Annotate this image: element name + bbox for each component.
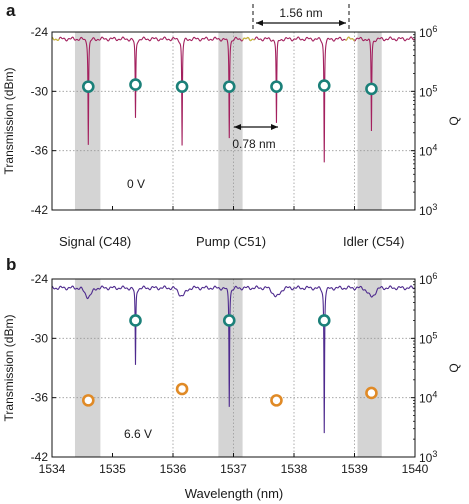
q-tick-label: 105 — [419, 330, 437, 346]
y-tick-label: -24 — [31, 25, 49, 39]
panel-b-grid — [52, 279, 415, 457]
panel-a-x-axis — [51, 206, 416, 210]
q-tick-label: 106 — [419, 271, 437, 287]
x-tick-label: 1535 — [99, 462, 126, 476]
q-tick-label: 105 — [419, 83, 437, 99]
panel-a: a -24 -30 -36 -42 106 105 104 103 Transmission… — [2, 1, 461, 218]
panel-b-label: b — [6, 255, 16, 274]
panel-a-q-markers — [82, 78, 378, 96]
x-tick-label: 1540 — [402, 462, 429, 476]
q-tick-label: 106 — [419, 24, 437, 40]
y-tick-label: -24 — [31, 272, 49, 286]
y-tick-label: -30 — [31, 331, 49, 345]
q-tick-label: 104 — [419, 390, 437, 406]
y-tick-label: -42 — [31, 203, 49, 217]
q-marker — [365, 82, 378, 96]
x-tick-label: 1538 — [281, 462, 308, 476]
panel-b-q-markers — [82, 314, 378, 407]
x-tick-label: 1534 — [39, 462, 66, 476]
panel-a-voltage-label: 0 V — [127, 177, 145, 191]
fsr-single-arrowhead-left — [234, 124, 241, 130]
q-marker — [270, 80, 283, 93]
fsr-double-label: 1.56 nm — [279, 6, 322, 20]
q-marker — [222, 80, 236, 93]
fsr-double-arrowhead-right — [339, 20, 346, 26]
q-marker — [82, 80, 95, 93]
band-label-idler: Idler (C54) — [343, 234, 404, 249]
y-tick-label: -36 — [31, 391, 49, 405]
y-tick-label: -30 — [31, 84, 49, 98]
panel-a-grid — [52, 32, 415, 210]
q-marker — [129, 78, 142, 91]
panel-a-trace-segment — [345, 36, 355, 42]
panel-b-left-axis: -24 -30 -36 -42 — [31, 272, 56, 464]
q-marker — [175, 80, 189, 93]
q-marker — [270, 394, 283, 407]
q-marker — [317, 79, 331, 92]
fsr-single-arrowhead-right — [271, 124, 278, 130]
q-tick-label: 104 — [419, 143, 437, 159]
shaded-band — [357, 279, 382, 457]
x-tick-label: 1537 — [220, 462, 247, 476]
q-marker — [317, 314, 331, 327]
panel-a-right-label: Q — [447, 116, 461, 125]
x-tick-label: 1536 — [160, 462, 187, 476]
panel-b-transmission-trace — [51, 285, 416, 434]
panel-a-trace-segment — [51, 36, 60, 41]
panel-b-y-label: Transmission (dBm) — [2, 315, 16, 422]
panel-a-label: a — [6, 1, 16, 20]
band-label-signal: Signal (C48) — [59, 234, 131, 249]
panel-b-right-label: Q — [447, 363, 461, 372]
y-tick-label: -42 — [31, 450, 49, 464]
shaded-band — [74, 279, 101, 457]
panel-a-y-label: Transmission (dBm) — [2, 68, 16, 175]
panel-a-left-axis: -24 -30 -36 -42 — [31, 25, 56, 217]
panel-b-voltage-label: 6.6 V — [124, 427, 152, 441]
y-tick-label: -36 — [31, 144, 49, 158]
q-marker — [82, 394, 95, 407]
fsr-single-label: 0.78 nm — [232, 137, 275, 151]
q-marker — [175, 382, 189, 396]
q-marker — [365, 386, 378, 400]
panel-a-trace-segment — [242, 36, 256, 42]
q-marker — [222, 314, 236, 327]
q-tick-label: 103 — [419, 202, 437, 218]
band-label-pump: Pump (C51) — [196, 234, 266, 249]
x-axis-label: Wavelength (nm) — [185, 486, 284, 501]
x-tick-label: 1539 — [341, 462, 368, 476]
q-marker — [129, 314, 142, 327]
shaded-band — [357, 32, 382, 210]
panel-b-x-axis: 1534 1535 1536 1537 1538 1539 1540 — [39, 453, 429, 476]
panel-b-shaded-bands — [74, 279, 382, 457]
fsr-double-arrowhead-left — [256, 20, 263, 26]
